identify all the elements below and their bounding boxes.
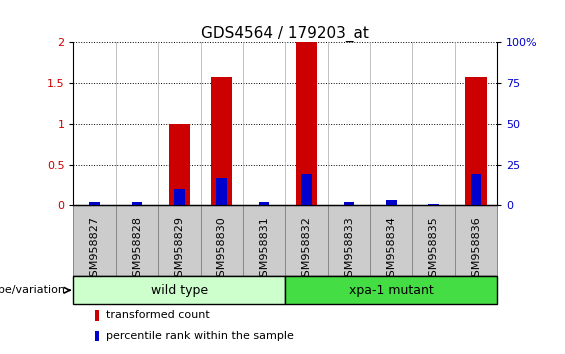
Text: GSM958835: GSM958835 [429,216,438,284]
Bar [285,205,328,276]
Bar [211,78,232,205]
Text: GSM958832: GSM958832 [302,216,311,284]
Bar [259,202,270,205]
Text: wild type: wild type [151,284,208,297]
Text: GSM958828: GSM958828 [132,216,142,284]
Bar [301,175,312,205]
Bar [296,42,317,205]
Bar [158,205,201,276]
Bar [95,331,99,341]
Bar [116,205,158,276]
Text: GSM958836: GSM958836 [471,216,481,284]
Bar [89,202,100,205]
Bar [370,205,412,276]
Text: GSM958834: GSM958834 [386,216,396,284]
Bar [466,78,486,205]
Bar [455,205,497,276]
Text: GSM958831: GSM958831 [259,216,269,284]
Bar [132,202,142,205]
Bar [285,276,497,304]
Bar [386,200,397,205]
Bar [328,205,370,276]
Bar [412,205,455,276]
Bar [428,204,439,205]
Bar [243,205,285,276]
Bar [344,202,354,205]
Text: xpa-1 mutant: xpa-1 mutant [349,284,434,297]
Bar [201,205,243,276]
Text: GSM958833: GSM958833 [344,216,354,284]
Bar [73,276,285,304]
Text: GSM958827: GSM958827 [90,216,99,284]
Text: genotype/variation: genotype/variation [0,285,65,295]
Bar [73,205,116,276]
Text: GSM958830: GSM958830 [217,216,227,284]
Bar [216,178,227,205]
Bar [169,124,190,205]
Bar [95,310,99,321]
Bar [174,189,185,205]
Title: GDS4564 / 179203_at: GDS4564 / 179203_at [201,26,370,42]
Text: transformed count: transformed count [106,310,209,320]
Text: percentile rank within the sample: percentile rank within the sample [106,331,293,341]
Bar [471,175,481,205]
Text: GSM958829: GSM958829 [175,216,184,284]
